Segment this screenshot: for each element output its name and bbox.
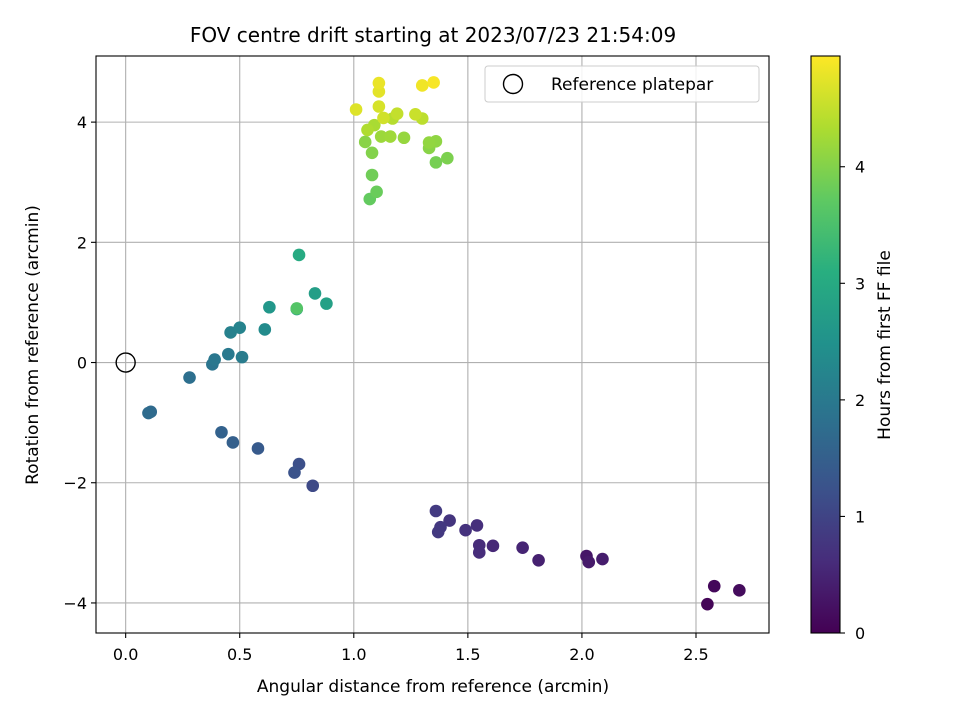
data-points: [142, 76, 746, 611]
data-point: [409, 108, 422, 121]
data-point: [306, 479, 320, 493]
y-tick-label: −2: [63, 474, 87, 493]
y-tick-label: −4: [63, 594, 87, 613]
data-point: [208, 353, 221, 366]
data-point: [374, 130, 388, 143]
y-tick-label: 0: [77, 354, 87, 373]
data-point: [222, 347, 235, 361]
x-tick-label: 2.5: [683, 645, 708, 664]
data-point: [263, 300, 276, 314]
data-point: [258, 323, 272, 336]
data-point: [470, 519, 484, 532]
colorbar-tick-label: 4: [855, 158, 865, 177]
data-point: [358, 135, 372, 149]
y-axis-ticks: −4 −2 0 2 4: [63, 113, 96, 613]
data-point: [372, 76, 386, 90]
grid-lines: [96, 56, 769, 633]
data-point: [233, 321, 247, 334]
data-point: [361, 123, 374, 137]
x-tick-label: 1.5: [455, 645, 480, 664]
data-point: [397, 131, 411, 145]
data-point: [383, 130, 397, 143]
data-point: [235, 350, 249, 364]
data-point: [390, 107, 404, 120]
colorbar-tick-label: 1: [855, 507, 865, 526]
data-point: [372, 100, 386, 113]
data-point: [415, 79, 429, 92]
colorbar-tick-label: 2: [855, 391, 865, 410]
data-point: [377, 111, 390, 125]
x-axis-label: Angular distance from reference (arcmin): [257, 677, 609, 697]
data-point: [701, 597, 714, 611]
data-point: [349, 103, 363, 116]
data-point: [459, 523, 472, 537]
data-point: [365, 146, 379, 160]
legend-box: [484, 65, 760, 103]
colorbar-label: Hours from first FF file: [875, 250, 895, 440]
legend-label-reference: Reference platepar: [551, 75, 713, 95]
x-tick-label: 0.0: [113, 645, 138, 664]
data-point: [226, 436, 240, 449]
data-point: [365, 168, 379, 182]
colorbar-tick-label: 3: [855, 274, 865, 293]
data-point: [288, 466, 301, 479]
x-tick-label: 2.0: [569, 645, 594, 664]
y-axis-label: Rotation from reference (arcmin): [23, 205, 43, 485]
data-point: [707, 579, 721, 593]
data-point: [582, 555, 596, 569]
data-point: [320, 297, 333, 310]
colorbar: 0 1 2 3 4 Hours from first FF file: [810, 55, 895, 643]
data-point: [532, 553, 545, 567]
chart-title: FOV centre drift starting at 2023/07/23 …: [190, 23, 676, 47]
data-point: [370, 185, 383, 199]
x-tick-label: 1.0: [341, 645, 366, 664]
y-tick-label: 4: [77, 113, 87, 132]
data-point: [516, 541, 529, 554]
legend: Reference platepar: [484, 65, 760, 103]
plot-frame: [95, 55, 770, 634]
data-point: [215, 425, 228, 439]
reference-platepar-marker: [115, 352, 136, 373]
y-tick-label: 2: [77, 233, 87, 252]
colorbar-tick-label: 0: [855, 624, 865, 643]
colorbar-gradient: [810, 55, 841, 634]
data-point: [422, 136, 436, 149]
data-point: [472, 546, 486, 559]
data-point: [183, 371, 196, 384]
data-point: [292, 248, 306, 262]
data-point: [441, 151, 454, 165]
data-point: [443, 514, 456, 527]
data-point: [486, 539, 500, 553]
x-axis-ticks: 0.0 0.5 1.0 1.5 2.0 2.5: [113, 633, 709, 664]
data-point: [596, 552, 609, 566]
data-point: [251, 442, 265, 455]
colorbar-ticks: 0 1 2 3 4: [840, 158, 865, 643]
x-tick-label: 0.5: [227, 645, 252, 664]
data-point: [733, 584, 746, 597]
data-point: [290, 302, 304, 315]
data-point: [427, 76, 440, 89]
data-point: [142, 406, 155, 420]
data-point: [429, 504, 443, 518]
data-point: [429, 156, 443, 169]
data-point: [308, 287, 322, 300]
legend-marker-reference: [502, 73, 524, 95]
data-point: [431, 525, 445, 539]
